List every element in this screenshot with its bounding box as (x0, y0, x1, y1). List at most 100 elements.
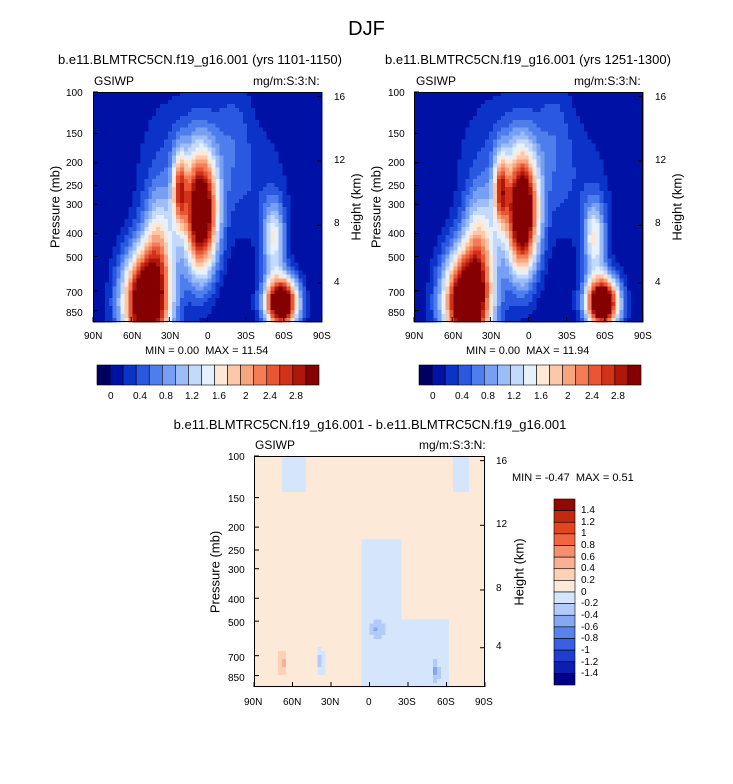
right-plot-cell (437, 127, 443, 133)
left-plot-cell (262, 163, 268, 168)
left-plot-cell (140, 310, 145, 315)
right-plot-cell (631, 155, 636, 161)
right-plot-cell (639, 119, 644, 125)
left-plot-cell (250, 139, 256, 145)
left-plot-cell (93, 230, 98, 236)
left-plot-cell (290, 286, 295, 291)
right-plot-cell (433, 131, 439, 137)
left-plot-cell (298, 147, 303, 153)
left-plot-cell (290, 123, 295, 129)
left-max-value: 11.54 (241, 345, 269, 357)
left-plot-cell (116, 298, 122, 303)
right-plot-cell (414, 131, 419, 137)
right-plot-cell (417, 167, 423, 172)
right-plot-cell (571, 92, 577, 97)
right-plot-cell (477, 95, 482, 101)
left-y-axis-label: Pressure (mb) (47, 165, 63, 249)
left-plot-cell (156, 207, 161, 212)
right-plot-cell (437, 163, 443, 168)
left-plot-cell (314, 210, 319, 216)
left-plot-cell (104, 270, 110, 276)
left-plot-cell (302, 242, 307, 248)
left-plot-cell (219, 147, 224, 153)
left-plot-cell (96, 151, 102, 157)
left-plot-cell (171, 99, 177, 105)
right-plot-cell (433, 143, 439, 149)
right-plot-cell (465, 151, 470, 157)
right-plot-cell (492, 111, 498, 117)
left-plot-cell (282, 143, 288, 149)
left-plot-cell (223, 218, 228, 224)
right-plot-cell (425, 92, 431, 97)
left-plot-cell (278, 274, 284, 279)
left-plot-cell (156, 175, 161, 180)
left-plot-cell (314, 318, 319, 323)
left-plot-cell (128, 234, 134, 240)
left-plot-cell (96, 123, 102, 129)
left-plot-cell (124, 123, 130, 129)
left-plot-cell (266, 207, 272, 212)
left-plot-cell (120, 230, 126, 236)
left-plot-cell (243, 99, 248, 105)
left-plot-cell (282, 306, 288, 311)
right-plot-cell (599, 92, 605, 97)
left-plot-cell (179, 314, 185, 319)
left-plot-cell (156, 234, 161, 240)
left-plot-cell (203, 187, 209, 192)
left-plot-cell (207, 99, 213, 105)
left-plot-cell (183, 179, 189, 184)
right-plot-cell (595, 92, 601, 97)
right-plot-cell (567, 139, 573, 145)
right-plot-cell (421, 139, 427, 145)
left-plot-cell (266, 143, 272, 149)
left-plot-cell (140, 123, 145, 129)
left-plot-cell (298, 218, 303, 224)
left-plot-cell (314, 230, 319, 236)
left-plot-cell (223, 115, 228, 121)
right-plot-cell (461, 167, 466, 172)
left-plot-cell (286, 298, 292, 303)
left-plot-cell (274, 294, 280, 299)
right-plot-cell (457, 147, 462, 153)
right-plot-cell (433, 139, 439, 145)
right-plot-cell (481, 103, 486, 109)
left-plot-cell (203, 306, 209, 311)
left-plot-cell (246, 92, 252, 97)
left-plot-cell (104, 262, 110, 268)
left-plot-cell (152, 203, 157, 208)
left-plot-cell (250, 199, 256, 204)
right-plot-cell (441, 159, 447, 164)
right-plot-cell (508, 119, 514, 125)
left-plot-cell (100, 123, 106, 129)
right-plot-cell (417, 99, 423, 105)
right-plot-cell (496, 147, 502, 153)
left-plot-cell (124, 310, 130, 315)
right-plot-cell (421, 187, 427, 192)
left-plot-cell (227, 163, 232, 168)
right-plot-cell (615, 147, 620, 153)
right-plot-cell (414, 95, 419, 101)
left-plot-cell (318, 274, 323, 279)
left-plot-cell (120, 107, 126, 113)
left-plot-cell (262, 143, 268, 149)
left-plot-cell (168, 155, 173, 161)
right-plot-cell (477, 191, 482, 196)
left-plot-cell (203, 111, 209, 117)
left-plot-cell (219, 318, 224, 323)
left-plot-cell (314, 147, 319, 153)
right-plot-cell (583, 147, 589, 153)
left-plot-cell (156, 167, 161, 172)
right-plot-cell (461, 183, 466, 188)
left-plot-cell (270, 274, 276, 279)
right-plot-cell (615, 191, 620, 196)
left-plot-cell (318, 226, 323, 232)
right-plot-cell (528, 167, 534, 172)
right-plot-cell (445, 159, 451, 164)
right-plot-cell (583, 159, 589, 164)
right-plot-cell (445, 107, 451, 113)
left-plot-cell (294, 222, 299, 228)
left-plot-cell (171, 294, 177, 299)
left-plot-cell (215, 254, 220, 260)
left-plot-cell (290, 107, 295, 113)
left-plot-cell (294, 290, 299, 295)
